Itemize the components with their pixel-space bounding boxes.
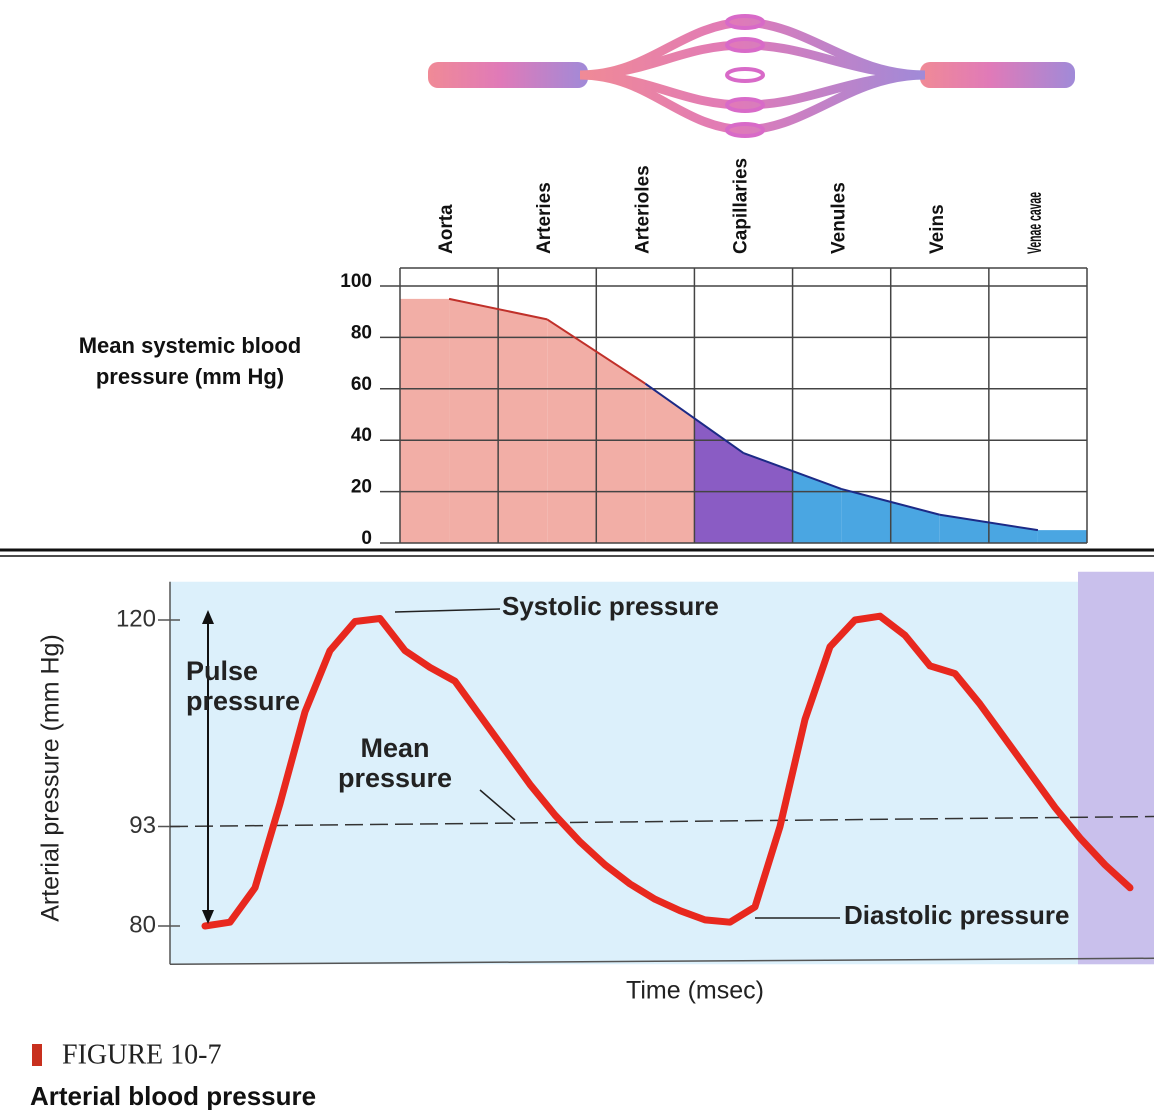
annotation: Systolic pressure [502,591,719,621]
category-label: Arteries [534,182,555,254]
y-axis-label: Mean systemic blood pressure (mm Hg) [78,333,302,389]
y-axis-label: Arterial pressure (mm Hg) [37,634,65,922]
category-label: Aorta [436,204,457,254]
curve-segment [841,488,941,516]
figure-caption: Arterial blood pressure [30,1081,316,1110]
y-tick-label: 40 [351,425,372,446]
area-fill [596,351,646,543]
annotation: Diastolic pressure [844,900,1069,930]
area-fill [449,298,499,543]
curve-segment [546,318,646,385]
area-fill [498,309,548,543]
curve-segment [448,297,548,321]
annotation: Pulse pressure [186,656,301,716]
category-label: Capillaries [731,158,752,254]
leader [394,608,501,613]
area-fill [939,514,989,543]
annotation: Mean pressure [337,733,453,793]
mean-line [169,815,1154,828]
area-fill [1037,530,1087,543]
curve-segment [743,452,842,490]
area-fill [792,471,842,543]
area-fill [988,522,1038,543]
category-label: Veins [927,204,948,254]
category-label: Arterioles [632,165,653,254]
category-label: Venules [829,182,850,254]
area-fill [400,298,450,543]
y-tick-label: 120 [116,605,156,632]
area-fill [645,383,695,543]
leader [479,789,516,821]
area-fill [743,453,793,543]
curve-segment [644,382,745,454]
area-fill [694,418,744,543]
y-tick-label: 80 [129,911,156,938]
x-axis [169,957,1154,965]
category-label: Venae cavae [1025,192,1046,254]
y-tick-label: 20 [351,477,372,498]
y-tick-label: 100 [340,271,372,292]
y-tick-label: 0 [361,528,372,549]
figure-label: FIGURE 10-7 [62,1039,221,1070]
y-tick-label: 60 [351,374,372,395]
figure-marker [32,1044,42,1066]
x-axis-label: Time (msec) [626,977,764,1005]
area-fill [547,319,597,543]
shade [1078,571,1154,965]
curve-segment [939,513,1039,532]
y-tick-label: 80 [351,322,372,343]
y-tick-label: 93 [129,812,156,839]
area-fill [841,489,891,543]
vessel-illustration [428,14,1075,138]
pressure-curve [201,612,1134,930]
